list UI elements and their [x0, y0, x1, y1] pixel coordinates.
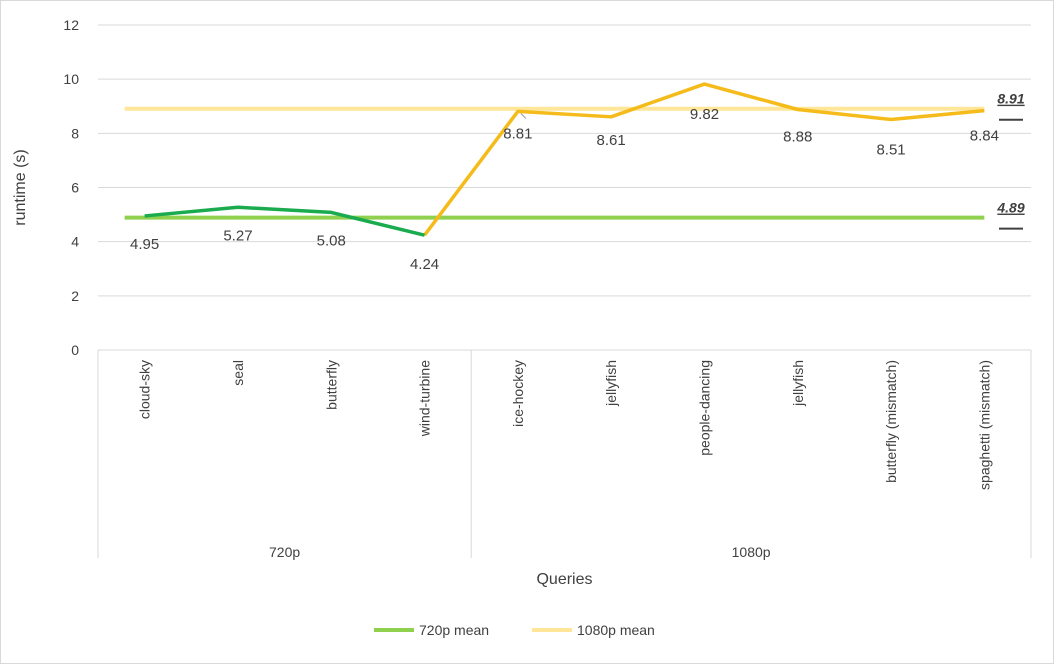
data-label: 4.95	[130, 236, 159, 253]
x-group-label: 720p	[269, 544, 300, 560]
x-tick-label: cloud-sky	[137, 360, 153, 419]
y-axis-title: runtime (s)	[12, 149, 29, 225]
y-tick-label: 4	[71, 234, 79, 250]
x-tick-label: seal	[230, 360, 246, 386]
data-label: 4.24	[410, 256, 439, 273]
data-label: 8.51	[876, 142, 905, 159]
data-label: 8.84	[970, 128, 999, 145]
mean-label-1080p: 8.91	[997, 91, 1024, 107]
mean-label-720p: 4.89	[996, 200, 1024, 216]
y-tick-label: 2	[71, 288, 79, 304]
legend-label-1080p: 1080p mean	[577, 622, 655, 638]
data-label: 5.27	[223, 227, 252, 244]
x-tick-label: butterfly (mismatch)	[883, 360, 899, 483]
x-tick-label: jellyfish	[603, 360, 619, 407]
x-group-label: 1080p	[732, 544, 771, 560]
x-tick-label: jellyfish	[790, 360, 806, 407]
data-label: 8.81	[503, 125, 532, 142]
series-line-s720	[144, 205, 425, 237]
x-axis-title: Queries	[536, 571, 592, 588]
y-tick-label: 10	[63, 71, 79, 87]
y-tick-label: 12	[63, 17, 79, 33]
data-label: 8.88	[783, 129, 812, 146]
leader-line	[520, 112, 527, 119]
data-label: 5.08	[317, 232, 346, 249]
series-line-s1080	[423, 82, 985, 237]
x-tick-label: wind-turbine	[417, 360, 433, 437]
x-tick-label: people-dancing	[696, 360, 712, 456]
y-tick-label: 8	[71, 125, 79, 141]
data-label: 9.82	[690, 106, 719, 123]
legend-label-720p: 720p mean	[419, 622, 489, 638]
y-tick-label: 0	[71, 342, 79, 358]
x-tick-label: ice-hockey	[510, 360, 526, 427]
x-tick-label: spaghetti (mismatch)	[976, 360, 992, 490]
data-label: 8.61	[597, 132, 626, 149]
x-tick-label: butterfly	[323, 360, 339, 410]
y-tick-label: 6	[71, 180, 79, 196]
